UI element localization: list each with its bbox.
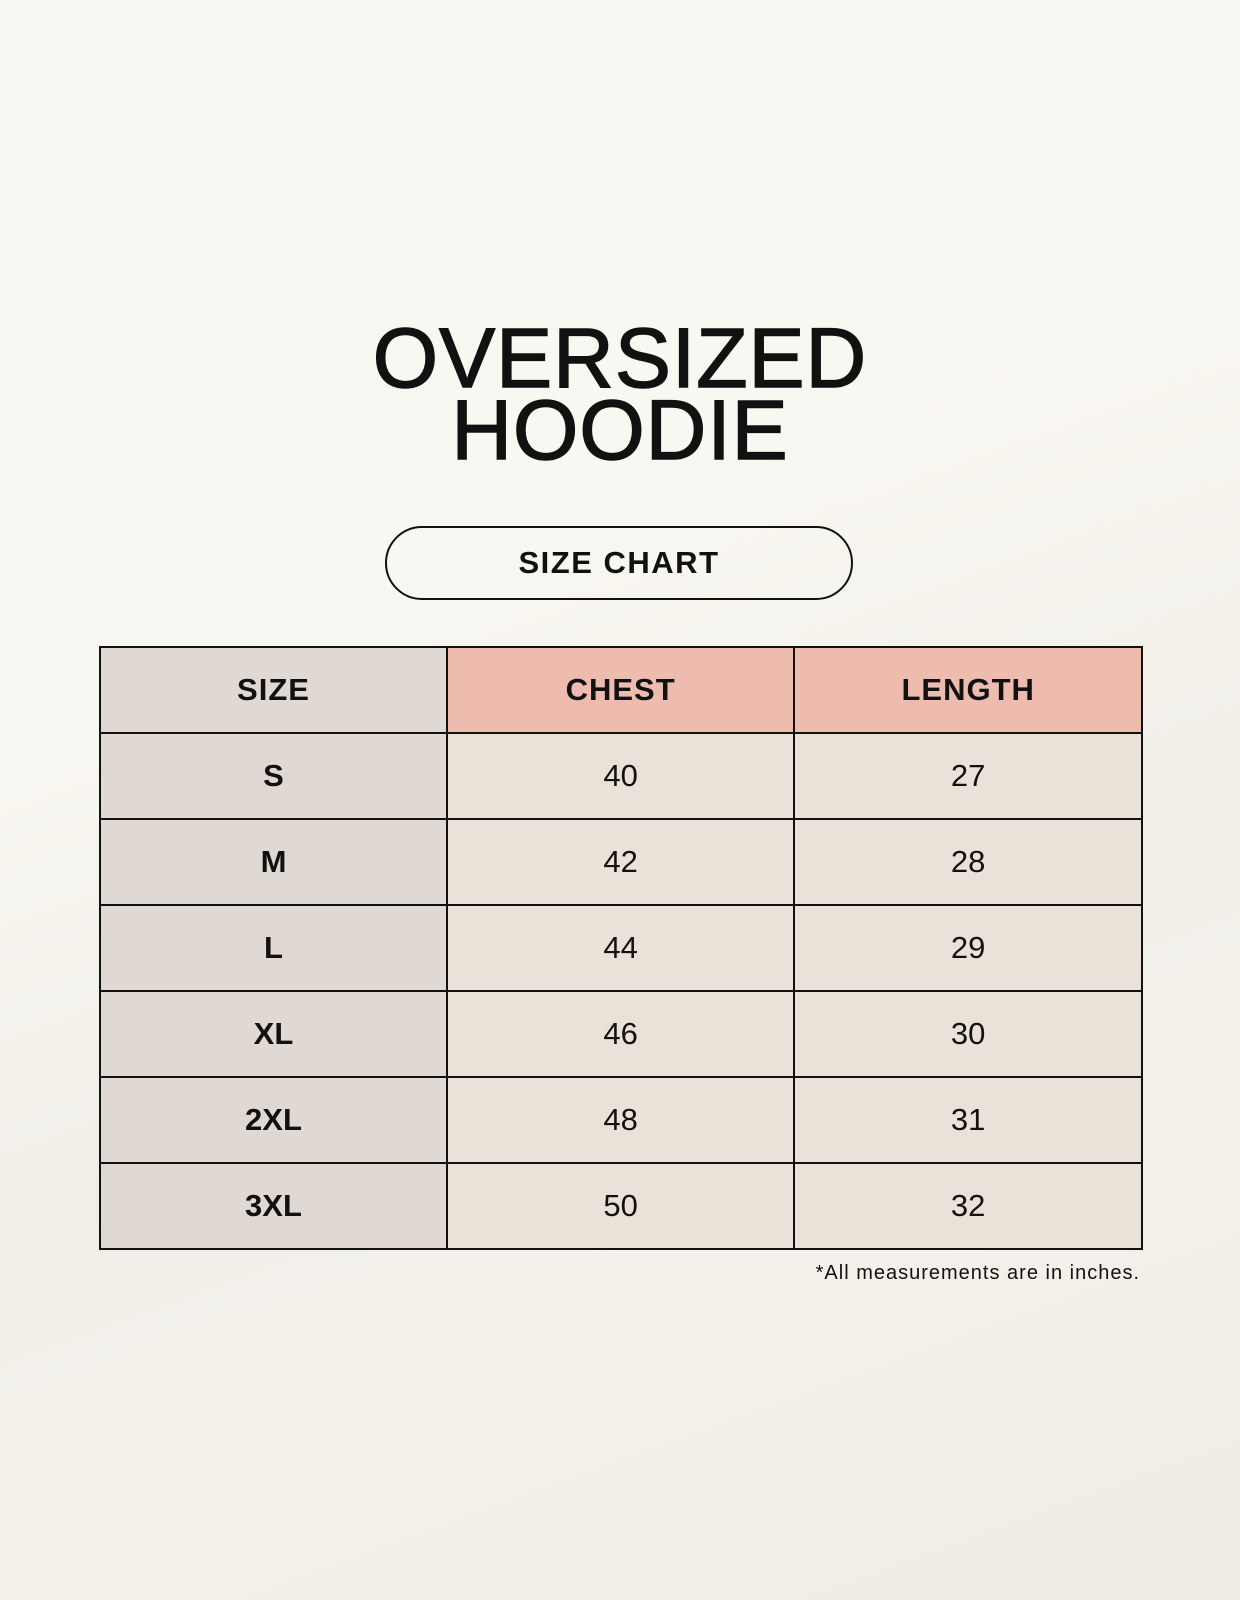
title-line-2: HOODIE — [451, 383, 789, 477]
cell-size: 3XL — [99, 1162, 448, 1250]
table-row: 3XL 50 32 — [99, 1162, 1143, 1250]
cell-chest: 44 — [445, 904, 796, 992]
size-chart-badge: SIZE CHART — [385, 526, 853, 600]
cell-length: 30 — [793, 990, 1143, 1078]
cell-length: 32 — [793, 1162, 1143, 1250]
cell-length: 27 — [793, 732, 1143, 820]
cell-chest: 40 — [445, 732, 796, 820]
table-row: L 44 29 — [99, 904, 1143, 992]
table-header-row: SIZE CHEST LENGTH — [99, 646, 1143, 734]
header-length: LENGTH — [793, 646, 1143, 734]
cell-size: L — [99, 904, 448, 992]
cell-size: 2XL — [99, 1076, 448, 1164]
table-row: 2XL 48 31 — [99, 1076, 1143, 1164]
header-size: SIZE — [99, 646, 448, 734]
cell-chest: 48 — [445, 1076, 796, 1164]
cell-chest: 46 — [445, 990, 796, 1078]
cell-length: 28 — [793, 818, 1143, 906]
table-row: S 40 27 — [99, 732, 1143, 820]
title-line-1: OVERSIZED — [372, 311, 868, 405]
page-title: OVERSIZED HOODIE — [0, 311, 1240, 477]
cell-size: XL — [99, 990, 448, 1078]
table-row: XL 46 30 — [99, 990, 1143, 1078]
size-table: SIZE CHEST LENGTH S 40 27 M 42 28 L 44 29 XL 46 30 2… — [99, 646, 1143, 1250]
cell-chest: 42 — [445, 818, 796, 906]
cell-size: M — [99, 818, 448, 906]
header-chest: CHEST — [445, 646, 796, 734]
cell-size: S — [99, 732, 448, 820]
table-row: M 42 28 — [99, 818, 1143, 906]
cell-chest: 50 — [445, 1162, 796, 1250]
footnote: *All measurements are in inches. — [815, 1262, 1140, 1284]
cell-length: 29 — [793, 904, 1143, 992]
cell-length: 31 — [793, 1076, 1143, 1164]
